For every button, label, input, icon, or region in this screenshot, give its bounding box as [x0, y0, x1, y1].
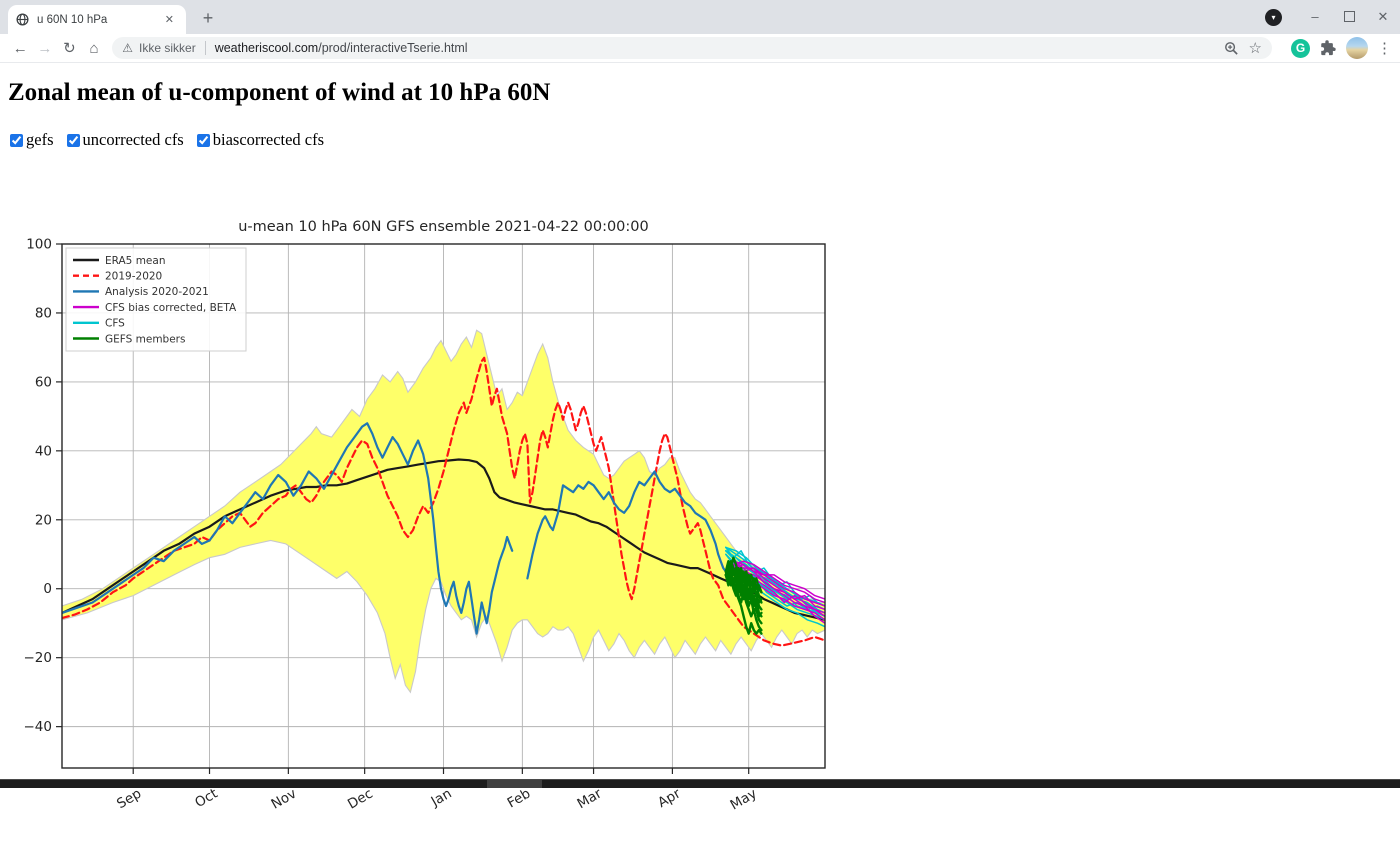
- x-tick-label: Mar: [574, 785, 604, 812]
- legend-label-era5-mean: ERA5 mean: [105, 255, 165, 267]
- chart-svg: 100 80 60 40 20 0 −20 −40 Sep Oct Nov Dec Jan Feb Mar A…: [24, 219, 826, 814]
- x-tick-label: Jan: [428, 786, 455, 811]
- legend-label-analysis-2020-2021: Analysis 2020-2021: [105, 286, 209, 298]
- close-window-button[interactable]: ✕: [1377, 9, 1389, 24]
- biascorrected-cfs-checkbox[interactable]: [196, 133, 210, 147]
- extensions-puzzle-icon[interactable]: [1319, 39, 1337, 57]
- y-tick-label: −20: [24, 650, 53, 666]
- series-era5-mean: [62, 458, 825, 621]
- legend-label-2019-2020: 2019-2020: [105, 271, 162, 283]
- y-tick-label: −40: [24, 719, 53, 735]
- series-cfs-bias-corrected-beta: [732, 563, 825, 624]
- back-button[interactable]: ←: [12, 39, 28, 57]
- series-gefs-members: [724, 563, 763, 625]
- y-tick-label: 100: [26, 237, 52, 253]
- bookmark-star-icon[interactable]: ☆: [1248, 40, 1262, 57]
- restore-button[interactable]: [1332, 0, 1366, 34]
- series-cfs-bias-corrected-beta: [732, 560, 825, 614]
- timeseries-chart: 100 80 60 40 20 0 −20 −40 Sep Oct Nov Dec Jan Feb Mar A…: [0, 215, 860, 855]
- tab-title: u 60N 10 hPa: [37, 13, 108, 26]
- y-tick-label: 80: [35, 305, 52, 321]
- not-secure-warning-icon[interactable]: ⚠: [122, 41, 134, 55]
- browser-tab-strip: u 60N 10 hPa ✕ + ▾ – ✕: [0, 0, 1400, 34]
- y-tick-label: 40: [35, 443, 52, 459]
- gefs-checkbox[interactable]: [10, 133, 23, 147]
- url-text[interactable]: weatheriscool.com/prod/interactiveTserie…: [215, 41, 468, 55]
- browser-tab[interactable]: u 60N 10 hPa ✕: [8, 5, 186, 34]
- y-tick-label: 60: [35, 374, 52, 390]
- url-path: /prod/interactiveTserie.html: [318, 41, 468, 55]
- series-2019-2020: [62, 356, 825, 647]
- uncorrected-cfs-checkbox-label: uncorrected cfs: [82, 130, 184, 149]
- series-cfs: [725, 550, 825, 618]
- series-toggle-row: gefs uncorrected cfs biascorrected cfs: [0, 107, 1400, 150]
- x-tick-label: Nov: [269, 786, 300, 813]
- chart-title: u-mean 10 hPa 60N GFS ensemble 2021-04-2…: [238, 219, 649, 235]
- series-analysis-2020-2021: [526, 470, 735, 583]
- address-bar[interactable]: ⚠ Ikke sikker weatheriscool.com/prod/int…: [112, 37, 1272, 59]
- series-gefs-members: [724, 570, 763, 635]
- browser-menu-icon[interactable]: ⋮: [1377, 40, 1392, 57]
- x-tick-label: Sep: [114, 786, 144, 813]
- uncorrected-cfs-checkbox[interactable]: [66, 133, 80, 147]
- gefs-checkbox-label: gefs: [26, 130, 54, 149]
- toolbar-extensions: G ⋮: [1282, 37, 1392, 59]
- page-title: Zonal mean of u-component of wind at 10 …: [8, 79, 551, 106]
- series-cfs-bias-corrected-beta: [732, 563, 825, 600]
- taskbar-edge: [0, 779, 1400, 788]
- zoom-page-icon[interactable]: [1224, 41, 1239, 56]
- legend-label-cfs: CFS: [105, 318, 125, 330]
- security-label[interactable]: Ikke sikker: [139, 41, 196, 55]
- series-gefs-members: [724, 566, 763, 604]
- series-analysis-2020-2021: [62, 422, 514, 635]
- checkbox-uncorrected-cfs[interactable]: uncorrected cfs: [66, 130, 184, 150]
- web-page: Zonal mean of u-component of wind at 10 …: [0, 63, 1400, 813]
- legend-label-gefs-members: GEFS members: [105, 333, 185, 345]
- plot-area: [62, 329, 825, 694]
- x-tick-label: May: [728, 786, 760, 814]
- y-tick-label: 20: [35, 512, 52, 528]
- browser-toolbar: ← → ↻ ⌂ ⚠ Ikke sikker weatheriscool.com/…: [0, 34, 1400, 63]
- x-tick-label: Feb: [505, 786, 534, 812]
- tab-search-button[interactable]: ▾: [1265, 8, 1282, 26]
- grammarly-extension-icon[interactable]: G: [1291, 38, 1310, 58]
- omnibox-divider: [204, 41, 206, 55]
- taskbar-highlight: [487, 780, 542, 788]
- y-tick-label: 0: [43, 581, 52, 597]
- checkbox-biascorrected-cfs[interactable]: biascorrected cfs: [196, 130, 325, 150]
- home-button[interactable]: ⌂: [89, 39, 99, 57]
- x-tick-label: Apr: [655, 785, 684, 811]
- profile-avatar[interactable]: [1346, 37, 1368, 59]
- legend-label-cfs-bias-corrected-beta: CFS bias corrected, BETA: [105, 302, 237, 314]
- x-tick-label: Dec: [345, 786, 376, 813]
- tab-close-icon[interactable]: ✕: [164, 14, 174, 26]
- new-tab-button[interactable]: +: [202, 8, 214, 28]
- window-controls: ▾ – ✕: [1265, 0, 1400, 34]
- globe-favicon-icon: [16, 13, 29, 26]
- restore-icon: [1343, 11, 1355, 22]
- x-tick-label: Oct: [192, 786, 220, 812]
- envelope-gefs-ensemble-spread: [62, 329, 825, 694]
- series-cfs-bias-corrected-beta: [732, 560, 825, 604]
- checkbox-gefs[interactable]: gefs: [10, 130, 54, 150]
- biascorrected-cfs-checkbox-label: biascorrected cfs: [212, 130, 325, 149]
- chart-legend: ERA5 mean 2019-2020 Analysis 2020-2021 CFS …: [65, 247, 247, 352]
- forward-button[interactable]: →: [37, 39, 53, 57]
- minimize-button[interactable]: –: [1311, 9, 1319, 24]
- url-domain: weatheriscool.com: [214, 41, 319, 55]
- reload-button[interactable]: ↻: [63, 40, 76, 57]
